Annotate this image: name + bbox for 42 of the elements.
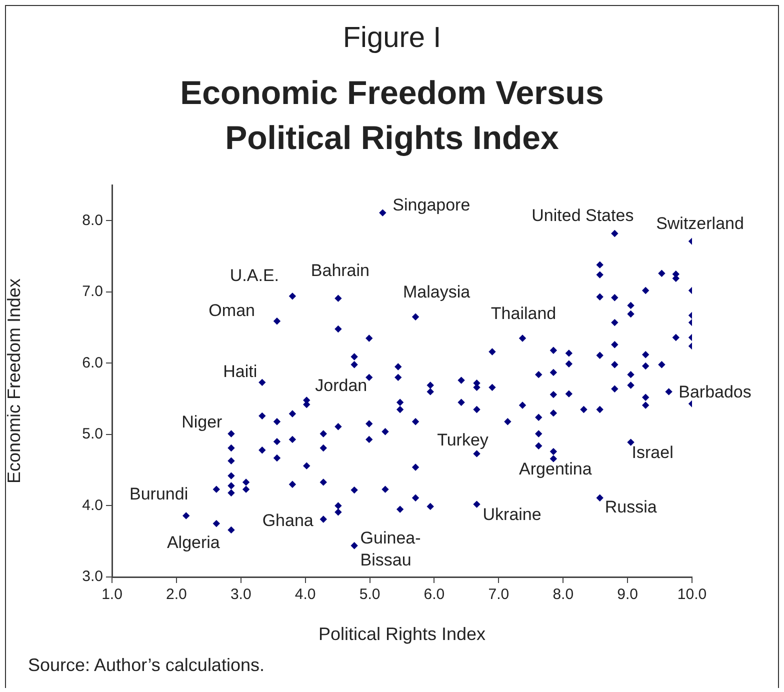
annotation: Oman [208,300,255,320]
annotation: United States [532,206,634,226]
annotation: Bahrain [310,261,370,280]
y-tick-label: 7.0 [82,283,103,300]
annotation: Malaysia [402,282,471,302]
y-tick-label: 3.0 [82,568,103,586]
annotation: Russia [604,498,658,517]
annotation: Algeria [166,533,220,552]
x-tick-label: 6.0 [424,586,445,604]
chart-title: Figure I [342,22,442,55]
annotation: Ghana [262,510,314,530]
annotation: Niger [182,412,223,432]
x-tick-label: 8.0 [552,586,574,604]
y-tick-label: 8.0 [82,212,103,229]
annotation: Turkey [437,430,489,450]
x-tick-label: 9.0 [617,586,638,604]
source-note: Source: Author’s calculations. [28,655,264,676]
annotation: Burundi [130,484,188,504]
annotation: Guinea-Bissau [360,528,421,570]
y-tick-label: 4.0 [82,496,103,514]
x-tick-label: 7.0 [488,586,510,604]
y-axis-title: Economic Freedom Index [4,278,24,484]
annotation: Israel [632,442,674,462]
x-tick-label: 10.0 [677,586,707,604]
annotation: Singapore [392,195,470,214]
chart-subtitle: Economic Freedom Versus Political Rights Index [179,73,605,158]
x-tick-label: 3.0 [230,586,252,604]
x-tick-label: 4.0 [294,586,316,604]
x-tick-label: 5.0 [359,586,380,604]
annotation: Argentina [519,459,592,478]
x-tick-label: 2.0 [166,586,187,604]
annotation: Barbados [678,382,752,402]
annotation: Haiti [223,362,258,382]
annotation: Thailand [490,304,556,323]
annotation: U.A.E. [230,266,280,285]
x-axis-title: Political Rights Index [318,624,486,644]
y-tick-label: 6.0 [82,354,103,372]
annotation: Ukraine [482,504,542,524]
annotation: Jordan [315,376,368,396]
annotation: Switzerland [656,214,744,233]
x-tick-label: 1.0 [102,586,122,604]
y-tick-label: 5.0 [82,426,103,443]
